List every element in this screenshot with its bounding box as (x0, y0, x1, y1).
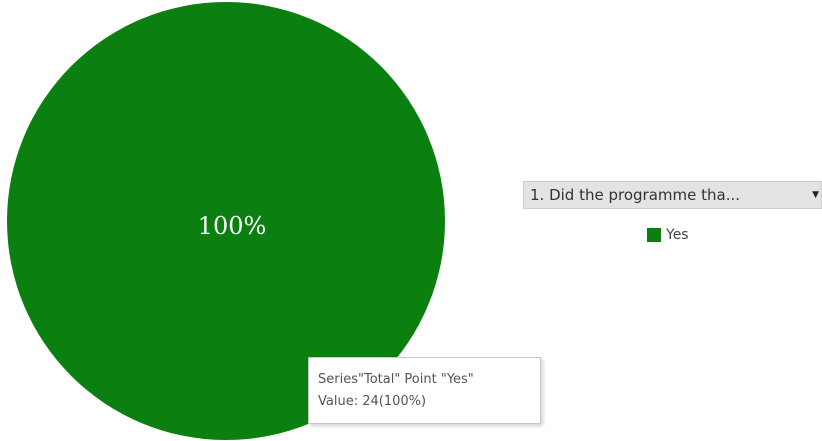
chart-legend: Yes (647, 227, 689, 243)
question-filter-label: 1. Did the programme tha... (530, 186, 740, 204)
pie-slices (7, 2, 445, 440)
question-filter-dropdown[interactable]: 1. Did the programme tha... ▼ (523, 181, 822, 209)
legend-entry-yes[interactable]: Yes (666, 227, 689, 243)
data-point-tooltip: Series"Total" Point "Yes" Value: 24(100%… (308, 357, 541, 424)
pie-slice-label-yes: 100% (198, 212, 267, 240)
legend-swatch-yes (647, 228, 661, 242)
pie-slice-labels: 100% (198, 212, 267, 240)
pie-slice-yes[interactable] (7, 2, 445, 440)
tooltip-series-point: Series"Total" Point "Yes" (318, 372, 474, 387)
tooltip-value: Value: 24(100%) (318, 394, 427, 409)
dropdown-arrow-icon[interactable]: ▼ (812, 190, 819, 200)
